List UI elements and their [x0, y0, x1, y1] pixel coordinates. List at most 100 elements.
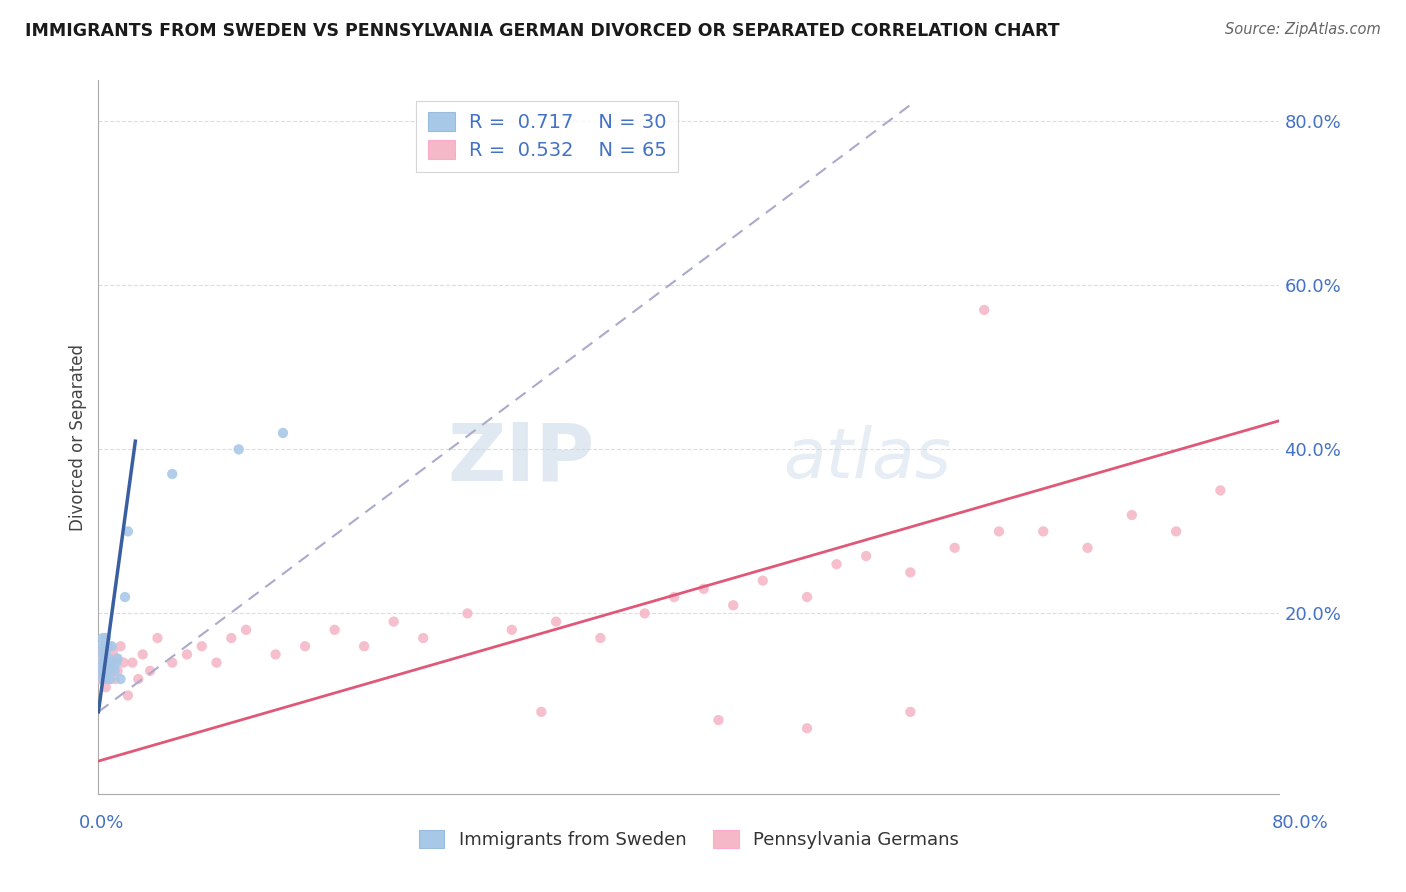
Point — [162, 467, 183, 481]
Point — [94, 631, 117, 645]
Point — [323, 623, 346, 637]
Point — [89, 672, 111, 686]
Point — [97, 651, 120, 665]
Point — [110, 639, 132, 653]
Point — [271, 425, 294, 440]
Point — [103, 659, 125, 673]
Point — [98, 656, 121, 670]
Point — [205, 656, 228, 670]
Point — [294, 639, 316, 653]
Point — [121, 656, 143, 670]
Point — [1166, 524, 1188, 539]
Point — [855, 549, 877, 563]
Point — [1121, 508, 1143, 522]
Point — [98, 656, 121, 670]
Point — [127, 672, 149, 686]
Text: atlas: atlas — [783, 425, 952, 492]
Point — [132, 648, 155, 662]
Point — [97, 656, 120, 670]
Point — [664, 590, 686, 604]
Legend: Immigrants from Sweden, Pennsylvania Germans: Immigrants from Sweden, Pennsylvania Ger… — [412, 823, 966, 856]
Point — [91, 648, 114, 662]
Point — [1077, 541, 1099, 555]
Point — [93, 639, 115, 653]
Point — [353, 639, 375, 653]
Point — [382, 615, 405, 629]
Point — [110, 672, 132, 686]
Point — [228, 442, 250, 457]
Point — [117, 524, 139, 539]
Point — [146, 631, 169, 645]
Point — [93, 643, 115, 657]
Point — [107, 664, 129, 678]
Point — [191, 639, 214, 653]
Point — [96, 639, 118, 653]
Point — [139, 664, 162, 678]
Point — [988, 524, 1011, 539]
Point — [796, 721, 818, 735]
Point — [162, 656, 183, 670]
Point — [90, 648, 112, 662]
Point — [1209, 483, 1232, 498]
Point — [94, 643, 117, 657]
Point — [707, 713, 730, 727]
Point — [94, 672, 117, 686]
Point — [973, 302, 995, 317]
Point — [264, 648, 287, 662]
Point — [100, 639, 122, 653]
Point — [114, 590, 136, 604]
Point — [412, 631, 434, 645]
Point — [91, 672, 114, 686]
Point — [90, 664, 112, 678]
Point — [93, 664, 115, 678]
Point — [117, 689, 139, 703]
Point — [97, 639, 120, 653]
Point — [546, 615, 568, 629]
Point — [91, 631, 114, 645]
Point — [96, 664, 118, 678]
Point — [501, 623, 523, 637]
Point — [825, 558, 848, 572]
Point — [176, 648, 198, 662]
Point — [589, 631, 612, 645]
Point — [900, 705, 922, 719]
Point — [105, 656, 128, 670]
Point — [221, 631, 243, 645]
Point — [91, 651, 114, 665]
Point — [97, 672, 120, 686]
Point — [634, 607, 657, 621]
Point — [104, 664, 127, 678]
Point — [89, 664, 111, 678]
Point — [93, 656, 115, 670]
Point — [89, 656, 111, 670]
Point — [100, 656, 122, 670]
Point — [90, 639, 112, 653]
Point — [112, 656, 135, 670]
Point — [107, 651, 129, 665]
Point — [752, 574, 775, 588]
Point — [943, 541, 966, 555]
Y-axis label: Divorced or Separated: Divorced or Separated — [69, 343, 87, 531]
Point — [100, 664, 122, 678]
Point — [1032, 524, 1054, 539]
Point — [93, 664, 115, 678]
Point — [457, 607, 479, 621]
Text: ZIP: ZIP — [447, 419, 595, 498]
Point — [530, 705, 553, 719]
Point — [94, 680, 117, 694]
Point — [96, 656, 118, 670]
Point — [105, 651, 128, 665]
Point — [104, 672, 127, 686]
Point — [723, 599, 745, 613]
Point — [94, 648, 117, 662]
Point — [96, 664, 118, 678]
Point — [693, 582, 716, 596]
Point — [103, 643, 125, 657]
Point — [796, 590, 818, 604]
Point — [91, 672, 114, 686]
Point — [98, 672, 121, 686]
Text: Source: ZipAtlas.com: Source: ZipAtlas.com — [1225, 22, 1381, 37]
Point — [235, 623, 257, 637]
Point — [90, 656, 112, 670]
Text: IMMIGRANTS FROM SWEDEN VS PENNSYLVANIA GERMAN DIVORCED OR SEPARATED CORRELATION : IMMIGRANTS FROM SWEDEN VS PENNSYLVANIA G… — [25, 22, 1060, 40]
